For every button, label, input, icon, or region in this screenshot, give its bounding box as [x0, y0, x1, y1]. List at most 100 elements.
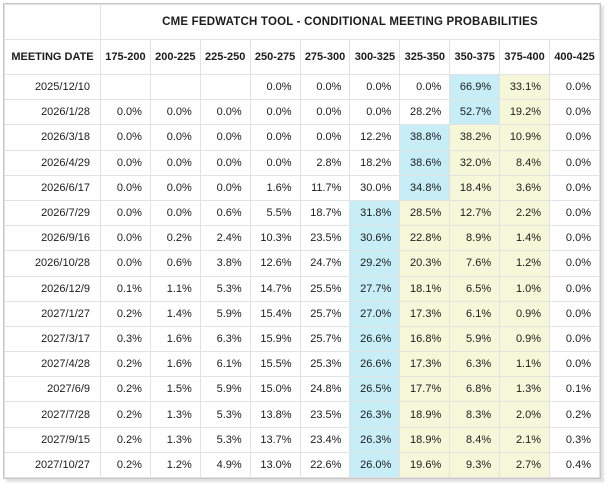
probability-cell: 0.0% [549, 124, 600, 151]
probability-cell: 3.6% [499, 174, 551, 201]
probability-cell: 0.0% [100, 149, 151, 176]
meeting-date-cell: 2026/3/18 [4, 124, 101, 151]
probability-cell: 1.4% [499, 225, 551, 252]
table-row: 2026/3/18 0.0% 0.0% 0.0% 0.0% 0.0% 12.2% 38.8% 3… [4, 124, 600, 151]
probability-cell: 20.3% [399, 250, 451, 277]
probability-cell: 8.9% [449, 225, 501, 252]
probability-cell: 0.6% [199, 199, 251, 227]
probability-cell: 25.5% [299, 275, 351, 302]
probability-cell: 13.8% [249, 401, 301, 428]
meeting-date-cell: 2026/12/9 [4, 275, 101, 302]
probability-cell: 1.1% [499, 351, 551, 378]
probability-cell: 18.7% [299, 199, 351, 227]
probability-cell: 0.0% [149, 124, 201, 151]
probability-cell: 18.4% [449, 174, 501, 201]
table-row: 2026/1/28 0.0% 0.0% 0.0% 0.0% 0.0% 0.0% 28.2% 52… [4, 99, 600, 126]
probability-cell: 0.0% [549, 199, 600, 227]
probability-cell: 19.6% [399, 451, 451, 479]
probability-cell: 26.0% [349, 451, 401, 479]
probability-cell: 8.4% [499, 149, 551, 176]
probability-cell: 0.2% [100, 451, 151, 479]
probability-cell: 0.2% [100, 426, 151, 453]
probability-cell: 0.0% [549, 300, 600, 327]
probability-cell: 0.4% [549, 451, 600, 479]
probability-cell: 17.7% [399, 376, 451, 403]
meeting-date-cell: 2026/9/16 [4, 225, 101, 252]
probability-cell: 0.3% [549, 426, 600, 453]
probability-cell: 27.7% [349, 275, 401, 302]
probability-cell: 0.0% [549, 99, 600, 126]
probability-cell: 15.4% [249, 300, 301, 327]
probability-cell: 33.1% [499, 73, 551, 101]
probability-cell: 38.8% [399, 124, 451, 151]
probability-cell [199, 73, 251, 101]
probability-cell: 18.9% [399, 426, 451, 453]
probability-cell: 0.0% [199, 174, 251, 201]
table-row: 2027/10/27 0.2% 1.2% 4.9% 13.0% 22.6% 26.0% 19.… [4, 451, 600, 479]
column-header-rate-250-275: 250-275 [249, 39, 301, 75]
probability-cell: 0.0% [149, 199, 201, 227]
probability-cell: 17.3% [399, 351, 451, 378]
probability-cell: 1.6% [249, 174, 301, 201]
column-header-rate-400-425: 400-425 [549, 39, 600, 75]
probability-cell: 26.3% [349, 401, 401, 428]
probability-cell: 0.0% [100, 250, 151, 277]
probability-cell: 13.0% [249, 451, 301, 479]
probability-cell: 23.5% [299, 225, 351, 252]
probability-cell: 26.5% [349, 376, 401, 403]
probability-cell: 15.5% [249, 351, 301, 378]
probability-cell: 6.3% [449, 351, 501, 378]
probability-cell: 0.2% [100, 351, 151, 378]
probability-cell: 0.0% [549, 225, 600, 252]
probability-cell: 0.0% [100, 225, 151, 252]
column-header-rate-375-400: 375-400 [499, 39, 551, 75]
probability-cell: 2.0% [499, 401, 551, 428]
probability-cell: 2.7% [499, 451, 551, 479]
probability-cell: 38.2% [449, 124, 501, 151]
probability-cell: 0.0% [299, 73, 351, 101]
meeting-date-cell: 2027/3/17 [4, 325, 101, 353]
table-row: 2027/4/28 0.2% 1.6% 6.1% 15.5% 25.3% 26.6% 17.3… [4, 351, 600, 378]
probability-cell: 6.5% [449, 275, 501, 302]
probability-cell: 0.0% [549, 73, 600, 101]
probability-cell: 38.6% [399, 149, 451, 176]
probability-cell: 5.3% [199, 275, 251, 302]
probability-cell: 7.6% [449, 250, 501, 277]
probability-cell: 14.7% [249, 275, 301, 302]
probability-cell: 0.6% [149, 250, 201, 277]
probability-cell: 15.9% [249, 325, 301, 353]
probability-cell: 25.7% [299, 300, 351, 327]
probability-cell: 0.0% [249, 73, 301, 101]
meeting-date-cell: 2027/9/15 [4, 426, 101, 453]
probability-cell: 0.0% [100, 124, 151, 151]
meeting-date-cell: 2026/4/29 [4, 149, 101, 176]
probability-cell: 0.0% [100, 174, 151, 201]
probability-cell: 1.3% [149, 401, 201, 428]
table-row: 2026/7/29 0.0% 0.0% 0.6% 5.5% 18.7% 31.8% 28.5%… [4, 199, 600, 227]
probability-cell: 8.4% [449, 426, 501, 453]
probability-cell: 1.1% [149, 275, 201, 302]
column-header-rate-300-325: 300-325 [349, 39, 401, 75]
probability-cell: 28.5% [399, 199, 451, 227]
probability-cell: 66.9% [449, 73, 501, 101]
meeting-date-cell: 2027/4/28 [4, 351, 101, 378]
probability-cell: 5.9% [199, 300, 251, 327]
probability-cell: 6.1% [449, 300, 501, 327]
probability-cell: 26.6% [349, 351, 401, 378]
probability-cell: 1.0% [499, 275, 551, 302]
probability-cell: 4.9% [199, 451, 251, 479]
probability-cell: 17.3% [399, 300, 451, 327]
probability-cell: 10.9% [499, 124, 551, 151]
table-row: 2026/10/28 0.0% 0.6% 3.8% 12.6% 24.7% 29.2% 20.… [4, 250, 600, 277]
probability-cell: 5.9% [449, 325, 501, 353]
probability-cell: 13.7% [249, 426, 301, 453]
probability-cell: 0.0% [149, 174, 201, 201]
probability-cell: 6.8% [449, 376, 501, 403]
column-header-row: MEETING DATE 175-200 200-225 225-250 250-27… [4, 39, 600, 75]
probability-cell: 0.0% [549, 325, 600, 353]
probability-cell: 6.3% [199, 325, 251, 353]
probability-cell: 5.3% [199, 426, 251, 453]
conditional-probabilities-table: CME FEDWATCH TOOL - CONDITIONAL MEETING … [4, 4, 600, 479]
probability-cell: 19.2% [499, 99, 551, 126]
probability-cell: 1.6% [149, 351, 201, 378]
